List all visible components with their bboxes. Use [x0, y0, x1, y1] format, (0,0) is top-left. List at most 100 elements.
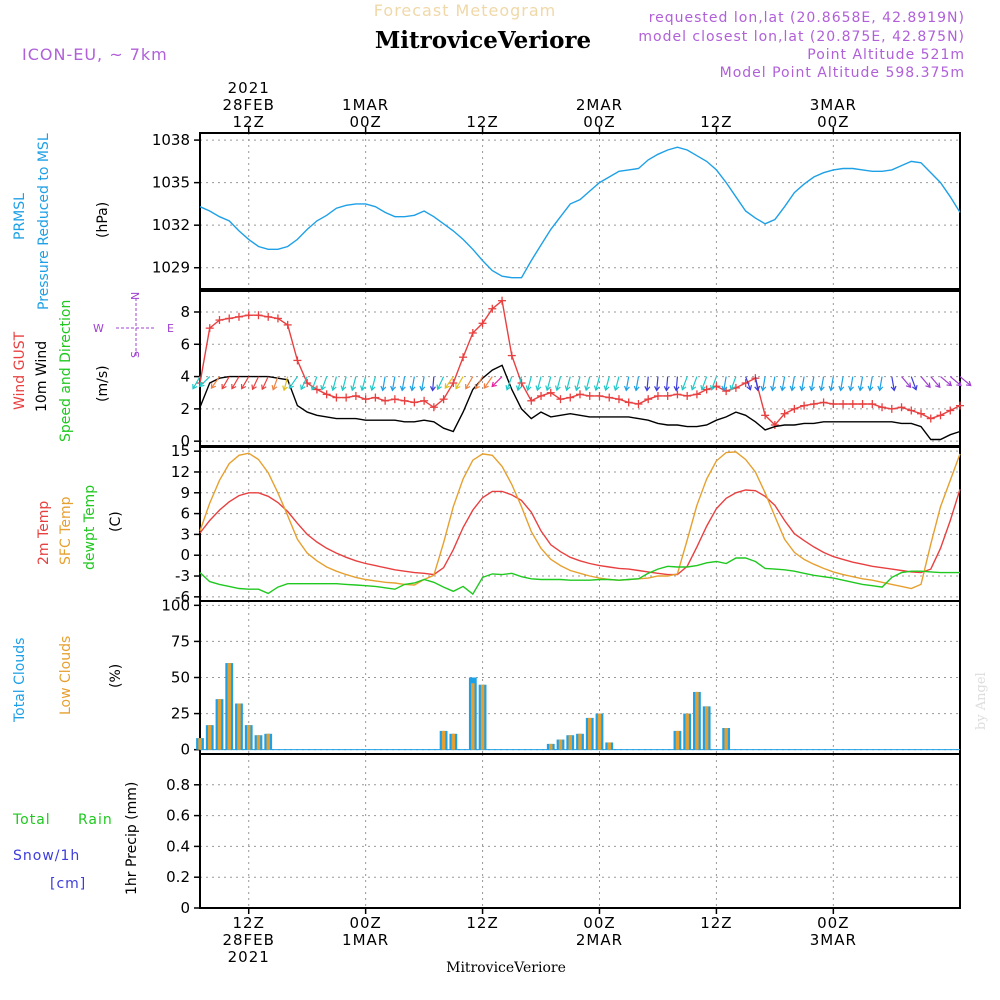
gust-marker	[878, 403, 887, 412]
panels: 102910321035103802468-6-3036912150255075…	[152, 131, 972, 917]
wind-ytick-label: 6	[180, 335, 190, 353]
wind-ytick-label: 0	[180, 432, 190, 450]
wind-arrow	[310, 376, 318, 391]
low-cloud-bar	[451, 733, 456, 750]
model-name: ICON-EU, ~ 7km	[22, 45, 168, 64]
wind-arrow	[474, 376, 484, 390]
wind-arrow	[300, 376, 308, 391]
wind-arrow	[613, 376, 620, 392]
pressure-unit: (hPa)	[95, 202, 111, 238]
wind-arrow	[320, 376, 328, 391]
time-label: 3MAR	[810, 931, 857, 949]
wind-gust-label: Wind GUST	[12, 331, 28, 410]
time-label: 1MAR	[342, 931, 389, 949]
gust-marker	[254, 311, 263, 320]
gust-marker	[819, 398, 828, 407]
gust-marker	[273, 314, 282, 323]
wind-arrow	[867, 376, 874, 392]
clouds-panel: 0 25 50 75 100	[161, 596, 961, 759]
precip-panel: 0 0.2 0.4 0.6 0.8	[166, 753, 961, 917]
gust-marker	[936, 411, 945, 420]
gust-marker	[527, 396, 536, 405]
gust-marker	[459, 353, 468, 362]
wind-arrow	[455, 376, 464, 390]
pressure-ytick-label: 1035	[152, 174, 190, 192]
wind-arrow	[690, 376, 698, 391]
wind-arrow	[340, 376, 347, 392]
gust-marker	[653, 391, 662, 400]
location-title: MitroviceVeriore	[375, 27, 591, 54]
wind-panel: 0 2 4 6 8	[180, 290, 972, 450]
low-cloud-bar	[198, 738, 202, 750]
wind-arrow	[399, 376, 406, 392]
wind-arrow	[623, 376, 630, 392]
time-label: 12Z	[466, 914, 498, 932]
temperature-ytick-label: -3	[175, 567, 190, 585]
low-cloud-bar	[597, 713, 602, 750]
gust-marker	[390, 395, 399, 404]
wind-arrow	[231, 376, 240, 390]
wind-arrow	[261, 376, 269, 391]
wind-arrow	[199, 376, 211, 388]
pressure-ytick-label: 1029	[152, 259, 190, 277]
pressure-label-desc: Pressure Reduced to MSL	[36, 133, 52, 310]
precip-ytick-label: 0.8	[166, 776, 190, 794]
gust-marker	[624, 398, 633, 407]
wind-arrow	[644, 376, 651, 392]
wind-ytick-label: 8	[180, 303, 190, 321]
gust-marker	[673, 390, 682, 399]
gust-marker	[897, 403, 906, 412]
bottom-location: MitroviceVeriore	[446, 960, 566, 976]
gust-marker	[556, 395, 565, 404]
wind-arrow	[745, 376, 752, 391]
low-cloud-bar	[471, 683, 475, 750]
wind-arrow	[483, 376, 493, 389]
wind-arrow	[603, 376, 610, 392]
gust-marker	[449, 379, 458, 388]
low-cloud-bar	[549, 743, 553, 750]
gust-marker	[585, 391, 594, 400]
gust-marker	[361, 395, 370, 404]
pressure-series-prmsl	[199, 146, 961, 279]
low-cloud-bar	[568, 735, 572, 750]
wind-arrow	[593, 376, 601, 392]
wind-arrow	[380, 376, 387, 392]
wind-speed-dir-label: Speed and Direction	[58, 300, 74, 442]
gust-marker	[605, 393, 614, 402]
gust-marker	[381, 396, 390, 405]
compass-rose: W E N S	[93, 292, 174, 358]
gust-marker	[770, 421, 779, 430]
gust-marker	[917, 409, 926, 418]
wind-arrow	[419, 376, 426, 392]
gust-marker	[537, 391, 546, 400]
gust-marker	[887, 404, 896, 413]
temperature-ytick-label: 6	[180, 505, 190, 523]
gust-marker	[322, 390, 331, 399]
gust-marker	[468, 328, 477, 337]
gust-marker	[439, 395, 448, 404]
gust-marker	[371, 393, 380, 402]
low-cloud-bar	[480, 684, 485, 750]
wind-arrow	[633, 376, 640, 392]
wind-arrow	[210, 376, 220, 389]
wind-arrow	[436, 376, 445, 391]
wind-arrow	[564, 376, 571, 392]
wind-arrow	[444, 376, 454, 389]
gust-marker	[488, 304, 497, 313]
clouds-low-label: Low Clouds	[58, 636, 74, 715]
low-cloud-bar	[607, 742, 611, 750]
time-label: 12Z	[466, 113, 498, 131]
clouds-ytick-label: 50	[171, 669, 190, 687]
low-cloud-bar	[588, 717, 592, 750]
temperature-ytick-label: -6	[175, 588, 190, 606]
gust-marker	[868, 400, 877, 409]
low-cloud-bar	[247, 725, 251, 750]
gust-marker	[858, 400, 867, 409]
pressure-label-prmsl: PRMSL	[12, 193, 28, 240]
pressure-frame	[199, 132, 961, 290]
wind-arrow	[192, 376, 201, 390]
gust-marker	[848, 400, 857, 409]
precip-frame	[199, 753, 961, 909]
wind-arrow	[729, 376, 737, 391]
